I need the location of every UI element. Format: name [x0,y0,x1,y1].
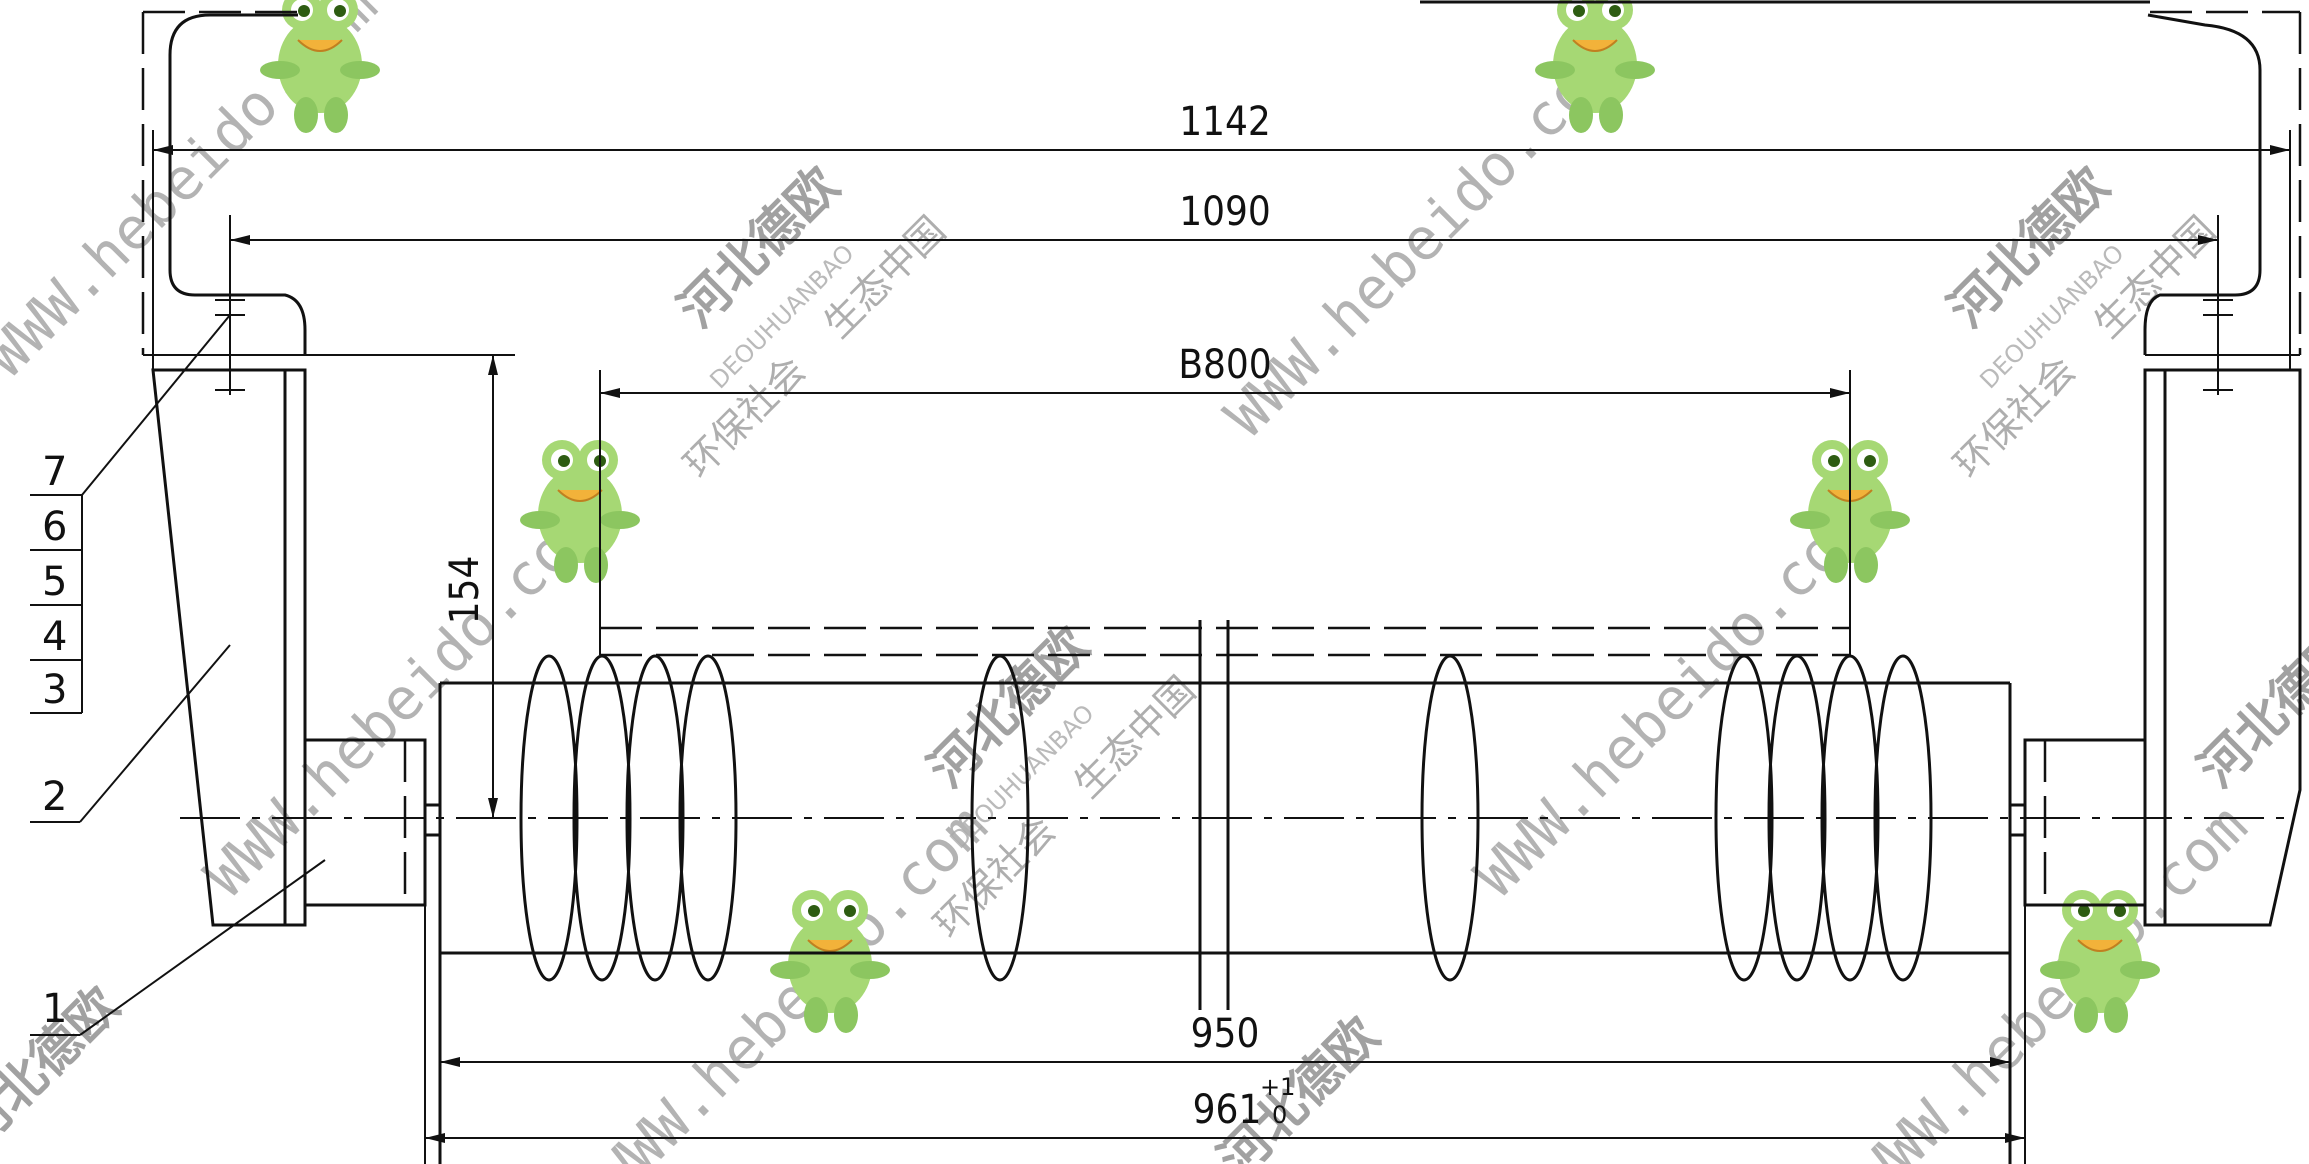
shaft-right [2008,738,2147,907]
dimension-roller-length: 950 [1191,1011,1260,1057]
callout-3: 3 [42,667,67,713]
dimensions: 1142 1090 B800 154 950 961 +1 0 [152,99,2291,1164]
callout-6: 6 [42,504,67,550]
dimension-overall-width: 1142 [1179,99,1271,145]
watermark-url: WWW.hebeido.com [192,491,610,909]
callout-1: 1 [42,986,67,1032]
dimension-mount-width: 1090 [1179,189,1271,235]
roller-tube [438,620,2012,1164]
dimension-height: 154 [442,556,488,625]
callout-2: 2 [42,774,67,820]
callout-4: 4 [42,614,67,660]
top-frame [141,0,2302,356]
dimension-tolerance-upper: +1 [1260,1073,1295,1101]
left-bracket [151,230,307,927]
shaft-left [303,738,442,907]
dimension-belt-width: B800 [1178,342,1271,388]
dimension-shaft-length: 961 [1193,1087,1262,1133]
callouts: 7 6 5 4 3 2 1 [30,314,326,1036]
watermark-brand: 河北德欧 [2187,616,2309,798]
dimension-tolerance-lower: 0 [1272,1101,1287,1129]
watermark-slogan: 生态中国 [1065,668,1204,807]
callout-5: 5 [42,559,67,605]
callout-7: 7 [42,449,67,495]
